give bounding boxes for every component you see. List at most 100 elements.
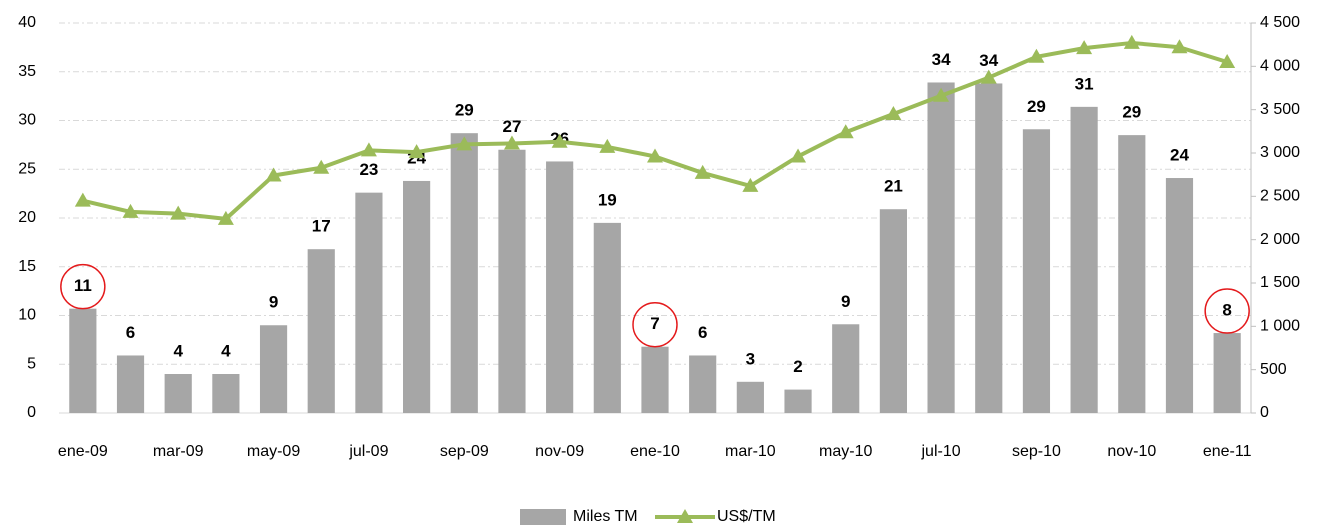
data-label: 6 bbox=[698, 323, 707, 342]
x-tick-label: mar-10 bbox=[725, 443, 776, 460]
bar bbox=[116, 355, 145, 413]
line-marker bbox=[74, 192, 91, 207]
data-label: 31 bbox=[1075, 74, 1094, 93]
bar bbox=[164, 374, 192, 413]
line-marker bbox=[1123, 34, 1140, 49]
line-marker bbox=[1171, 39, 1188, 54]
line-marker bbox=[360, 142, 377, 157]
legend-swatch bbox=[520, 509, 566, 525]
data-label: 24 bbox=[1170, 146, 1189, 165]
bar bbox=[259, 325, 288, 413]
x-tick-label: may-10 bbox=[819, 443, 872, 460]
line-marker bbox=[1028, 48, 1045, 63]
line-marker bbox=[694, 164, 711, 179]
bar bbox=[1118, 135, 1146, 413]
line-marker bbox=[503, 135, 520, 150]
data-label: 34 bbox=[979, 51, 998, 70]
y2-tick-label: 500 bbox=[1260, 361, 1287, 378]
data-label: 34 bbox=[932, 50, 951, 69]
bar bbox=[689, 355, 717, 413]
bar bbox=[69, 308, 97, 413]
y-tick-label: 5 bbox=[27, 355, 36, 372]
highlight-circle bbox=[632, 301, 678, 348]
y-tick-label: 15 bbox=[18, 258, 36, 275]
line-marker bbox=[933, 87, 950, 102]
data-label: 29 bbox=[1027, 97, 1046, 116]
line-marker bbox=[980, 69, 997, 84]
data-label: 9 bbox=[269, 293, 278, 312]
line-marker bbox=[837, 124, 854, 139]
bar bbox=[975, 83, 1003, 413]
line-marker bbox=[790, 148, 807, 163]
line bbox=[82, 40, 1228, 221]
data-label: 27 bbox=[502, 117, 521, 136]
x-tick-label: may-09 bbox=[247, 443, 300, 460]
y-tick-label: 35 bbox=[18, 63, 36, 80]
y-tick-label: 10 bbox=[18, 307, 36, 324]
line-marker bbox=[456, 136, 473, 151]
bar bbox=[1213, 333, 1241, 413]
data-label: 6 bbox=[126, 323, 135, 342]
bar bbox=[403, 180, 431, 413]
line-marker bbox=[885, 106, 902, 120]
bar bbox=[1165, 178, 1194, 413]
bar bbox=[736, 381, 764, 413]
bar bbox=[879, 209, 907, 413]
data-label: 19 bbox=[598, 190, 617, 209]
x-tick-label: nov-09 bbox=[535, 443, 584, 460]
bar bbox=[546, 161, 574, 413]
data-label: 8 bbox=[1222, 301, 1231, 320]
bar bbox=[641, 346, 669, 413]
data-label: 9 bbox=[841, 292, 850, 311]
y-tick-label: 40 bbox=[18, 14, 36, 31]
data-label: 23 bbox=[359, 160, 378, 179]
line-marker bbox=[217, 210, 234, 225]
x-tick-label: sep-09 bbox=[440, 443, 489, 460]
data-label: 29 bbox=[455, 101, 474, 120]
y-tick-label: 25 bbox=[18, 160, 36, 177]
y2-tick-label: 1 000 bbox=[1260, 318, 1300, 335]
line-marker bbox=[742, 177, 759, 192]
y2-tick-label: 4 500 bbox=[1260, 14, 1300, 31]
line-marker bbox=[1219, 54, 1236, 68]
line-marker bbox=[170, 205, 187, 220]
y-tick-label: 0 bbox=[27, 404, 36, 421]
line-marker bbox=[1076, 40, 1093, 55]
x-tick-label: jul-09 bbox=[348, 443, 388, 460]
x-tick-label: ene-09 bbox=[58, 443, 108, 460]
line-marker bbox=[408, 144, 425, 159]
y2-tick-label: 3 500 bbox=[1260, 101, 1300, 118]
y2-tick-label: 2 500 bbox=[1260, 188, 1300, 205]
data-label: 29 bbox=[1122, 103, 1141, 122]
x-tick-label: ene-10 bbox=[630, 443, 680, 460]
x-tick-label: mar-09 bbox=[153, 443, 204, 460]
bar bbox=[832, 324, 860, 413]
bar bbox=[355, 192, 383, 413]
bar bbox=[212, 374, 240, 413]
line-marker bbox=[599, 138, 616, 153]
bar bbox=[593, 222, 621, 413]
bar bbox=[927, 82, 955, 413]
data-label: 11 bbox=[74, 276, 92, 295]
bar bbox=[450, 133, 478, 414]
data-label: 4 bbox=[173, 341, 183, 360]
data-label: 7 bbox=[650, 314, 659, 333]
line-marker bbox=[647, 148, 663, 163]
bar bbox=[784, 389, 812, 413]
x-tick-label: nov-10 bbox=[1107, 443, 1156, 460]
x-tick-label: sep-10 bbox=[1012, 443, 1061, 460]
data-label: 4 bbox=[221, 341, 231, 360]
x-tick-label: jul-10 bbox=[921, 443, 961, 460]
y-tick-label: 30 bbox=[18, 112, 36, 129]
line-marker bbox=[122, 203, 139, 218]
y2-tick-label: 0 bbox=[1260, 404, 1269, 421]
highlight-circle bbox=[60, 263, 106, 310]
legend-marker bbox=[677, 509, 693, 523]
bar bbox=[498, 149, 526, 413]
bar bbox=[1070, 106, 1098, 413]
y2-tick-label: 2 000 bbox=[1260, 231, 1300, 248]
data-label: 3 bbox=[746, 349, 755, 368]
y2-tick-label: 1 500 bbox=[1260, 274, 1300, 291]
line-marker bbox=[551, 133, 568, 148]
